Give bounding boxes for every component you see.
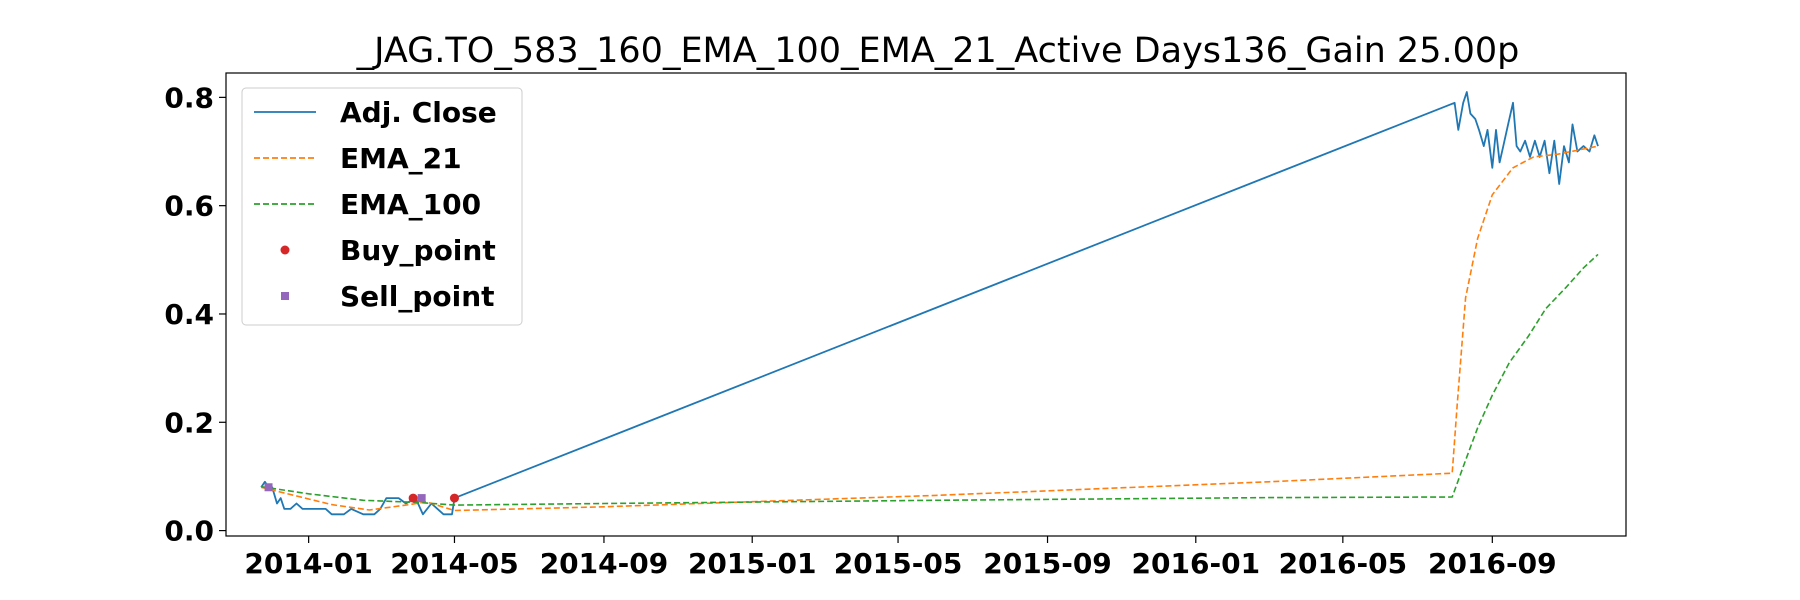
y-tick-label: 0.2 (164, 406, 214, 439)
chart-title: _JAG.TO_583_160_EMA_100_EMA_21_Active Da… (356, 31, 1520, 71)
point-sell-point (264, 483, 273, 492)
x-tick-label: 2014-05 (390, 547, 519, 580)
legend-label-buy-point: Buy_point (340, 234, 496, 267)
legend-label-ema-100: EMA_100 (340, 188, 481, 221)
x-tick-label: 2016-01 (1132, 547, 1261, 580)
y-tick-label: 0.0 (164, 515, 214, 548)
x-tick-label: 2015-01 (688, 547, 817, 580)
legend: Adj. Close EMA_21 EMA_100 Buy_point Sell_poi… (241, 87, 523, 326)
y-tick-label: 0.8 (164, 81, 214, 114)
legend-swatch-sell-point (281, 292, 289, 300)
x-tick-label: 2016-09 (1428, 547, 1557, 580)
legend-label-ema-21: EMA_21 (340, 142, 462, 175)
x-tick-label: 2015-05 (834, 547, 963, 580)
legend-swatch-buy-point (280, 245, 290, 255)
legend-box (241, 87, 523, 326)
point-buy-point (408, 493, 418, 503)
series-line-ema-100 (261, 253, 1599, 506)
series-line-ema-21 (261, 145, 1599, 512)
y-tick-label: 0.4 (164, 298, 214, 331)
point-sell-point (417, 494, 426, 503)
point-buy-point (449, 493, 459, 503)
x-tick-label: 2015-09 (983, 547, 1112, 580)
legend-label-sell-point: Sell_point (340, 280, 495, 313)
plot-area (260, 91, 1599, 516)
x-tick-label: 2016-05 (1279, 547, 1408, 580)
axes: 0.0 0.2 0.4 0.6 0.8 2014-01 2014-05 2014-09 2015… (164, 81, 1556, 580)
series-line-adj-close (260, 91, 1599, 516)
plot-frame (225, 72, 1627, 537)
y-tick-label: 0.6 (164, 190, 214, 223)
x-tick-label: 2014-09 (540, 547, 669, 580)
x-tick-label: 2014-01 (244, 547, 373, 580)
legend-label-adj-close: Adj. Close (340, 96, 497, 129)
